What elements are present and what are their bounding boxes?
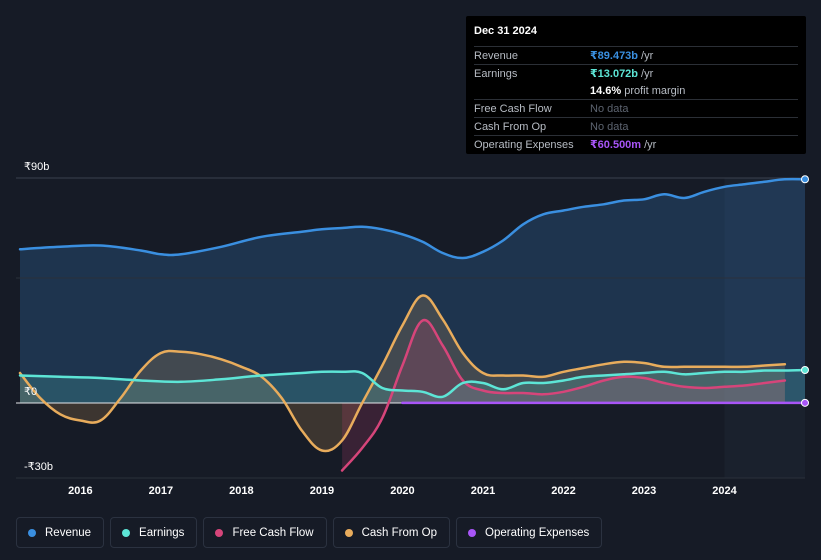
legend-dot-icon: [344, 528, 353, 537]
series-fills: [20, 179, 805, 471]
series-endpoint-earnings: [801, 366, 809, 374]
x-tick-label-2022: 2022: [551, 485, 576, 497]
series-lines: [18, 177, 805, 472]
y-tick-label-neg30b: -₹30b: [24, 461, 54, 473]
tooltip-value-margin: 14.6%: [590, 84, 622, 97]
tooltip-unit: /yr: [641, 67, 654, 80]
tooltip-date: Dec 31 2024: [474, 25, 537, 37]
tooltip-value-opex: ₹60.500m: [590, 139, 642, 151]
legend-item-revenue[interactable]: Revenue: [16, 517, 105, 548]
legend-item-free-cash-flow[interactable]: Free Cash Flow: [203, 517, 327, 548]
tooltip-unit: /yr: [641, 49, 654, 62]
tooltip-row-cfo: Cash From Op No data: [474, 117, 798, 135]
tooltip-unit: profit margin: [624, 84, 686, 97]
x-tick-label-2017: 2017: [148, 485, 174, 497]
legend-label: Free Cash Flow: [232, 526, 314, 539]
y-tick-label-90b: ₹90b: [24, 161, 50, 173]
series-line-earnings: [18, 368, 805, 399]
x-tick-label-2018: 2018: [229, 485, 254, 497]
series-fill-cash-from-op: [20, 295, 785, 451]
legend-dot-icon: [122, 528, 131, 537]
tooltip-value-fcf: No data: [590, 102, 629, 115]
tooltip-unit: /yr: [644, 138, 657, 151]
x-tick-label-2020: 2020: [390, 485, 415, 497]
series-fill-revenue: [20, 179, 805, 403]
series-fill-free-cash-flow: [342, 320, 785, 471]
tooltip-label: Operating Expenses: [474, 138, 574, 151]
legend-dot-icon: [28, 528, 36, 537]
tooltip-label: Cash From Op: [474, 120, 547, 133]
tooltip-row-opex: Operating Expenses ₹60.500m /yr: [474, 135, 798, 153]
x-tick-label-2024: 2024: [712, 485, 737, 497]
series-endpoints: [801, 175, 809, 407]
legend-label: Earnings: [139, 526, 185, 539]
tooltip-label: Revenue: [474, 49, 519, 62]
series-line-cash-from-op: [18, 294, 787, 453]
x-tick-label-2023: 2023: [631, 485, 657, 497]
legend-dot-icon: [468, 528, 477, 537]
tooltip-label: Free Cash Flow: [474, 102, 552, 115]
tooltip-row-earnings: Earnings ₹13.072b /yr: [474, 64, 798, 82]
tooltip-value-revenue: ₹89.473b: [590, 50, 639, 62]
tooltip-label: Earnings: [474, 67, 518, 80]
x-tick-label-2021: 2021: [470, 485, 496, 497]
series-line-revenue: [18, 177, 805, 260]
legend-label: Operating Expenses: [485, 526, 590, 539]
legend-label: Cash From Op: [361, 526, 438, 539]
tooltip-value-earnings: ₹13.072b: [590, 68, 639, 80]
tooltip-row-revenue: Revenue ₹89.473b /yr: [474, 46, 798, 64]
legend-dot-icon: [215, 528, 224, 537]
legend-item-earnings[interactable]: Earnings: [110, 517, 198, 548]
y-tick-label-0: ₹0: [24, 386, 38, 398]
series-endpoint-revenue: [801, 175, 809, 184]
tooltip-panel: Dec 31 2024 Revenue ₹89.473b /yr Earning…: [466, 16, 806, 154]
tooltip-row-fcf: Free Cash Flow No data: [474, 99, 798, 117]
legend-label: Revenue: [45, 526, 92, 539]
legend: Revenue Earnings Free Cash Flow Cash Fro…: [16, 517, 603, 548]
x-tick-label-2016: 2016: [68, 485, 93, 497]
forecast-shade: [724, 178, 805, 478]
x-tick-label-2019: 2019: [309, 485, 335, 497]
tooltip-row-margin: 14.6% profit margin: [474, 82, 798, 99]
legend-item-operating-expenses[interactable]: Operating Expenses: [456, 517, 603, 548]
legend-item-cash-from-op[interactable]: Cash From Op: [332, 517, 451, 548]
tooltip-value-cfo: No data: [590, 120, 629, 133]
series-endpoint-operating-expenses: [801, 398, 809, 407]
series-line-free-cash-flow: [340, 318, 787, 472]
